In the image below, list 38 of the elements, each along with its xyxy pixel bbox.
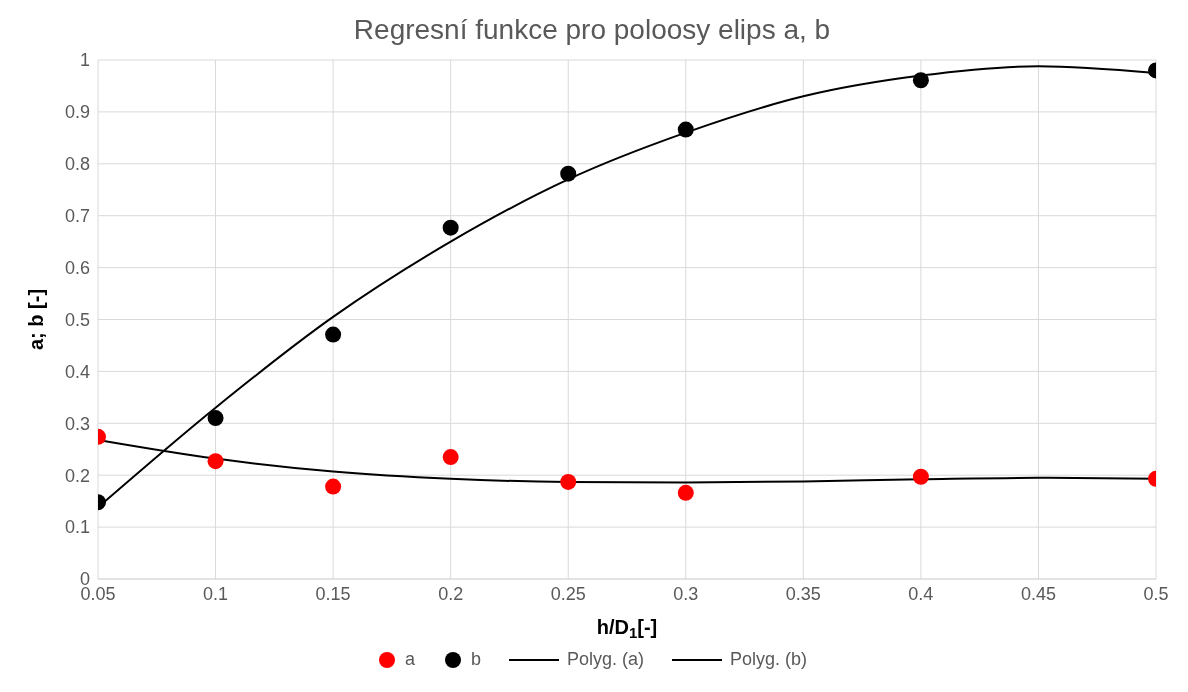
chart-title: Regresní funkce pro poloosy elips a, b <box>352 13 832 47</box>
point <box>677 484 694 501</box>
legend-label: b <box>470 649 481 670</box>
x-tick-label: 0.15 <box>315 583 351 604</box>
point <box>560 165 577 182</box>
x-axis-title: h/D$_{1}$[-] <box>596 616 658 641</box>
point <box>677 121 694 138</box>
x-tick-label: 0.45 <box>1020 583 1056 604</box>
point <box>442 449 459 466</box>
point <box>207 410 224 427</box>
point <box>912 468 929 485</box>
x-tick-label: 0.4 <box>908 583 934 604</box>
y-tick-label: 0.6 <box>64 257 90 278</box>
x-tick-label: 0.25 <box>550 583 586 604</box>
y-tick-label: 0.3 <box>64 413 90 434</box>
x-tick-label: 0.1 <box>203 583 229 604</box>
y-tick-label: 1 <box>79 50 90 71</box>
x-tick-label: 0.2 <box>438 583 464 604</box>
legend-label: a <box>404 649 415 670</box>
point <box>207 453 224 470</box>
y-tick-label: 0.9 <box>64 102 90 123</box>
legend-label: Polyg. (b) <box>730 649 808 670</box>
x-tick-label: 0.35 <box>785 583 821 604</box>
y-axis-title: a; b [-] <box>25 288 47 351</box>
x-tick-label: 0.5 <box>1143 583 1169 604</box>
y-tick-label: 0.1 <box>64 517 90 538</box>
point <box>325 478 342 495</box>
x-tick-label: 0.3 <box>673 583 699 604</box>
y-tick-label: 0.4 <box>64 361 90 382</box>
point <box>912 72 929 89</box>
legend-label: Polyg. (a) <box>566 649 645 670</box>
y-tick-label: 0.7 <box>64 206 90 227</box>
point <box>325 326 342 343</box>
point <box>560 473 577 490</box>
y-tick-label: 0.2 <box>64 465 90 486</box>
y-tick-label: 0.5 <box>64 309 90 330</box>
point <box>442 219 459 236</box>
y-tick-label: 0.8 <box>64 154 90 175</box>
